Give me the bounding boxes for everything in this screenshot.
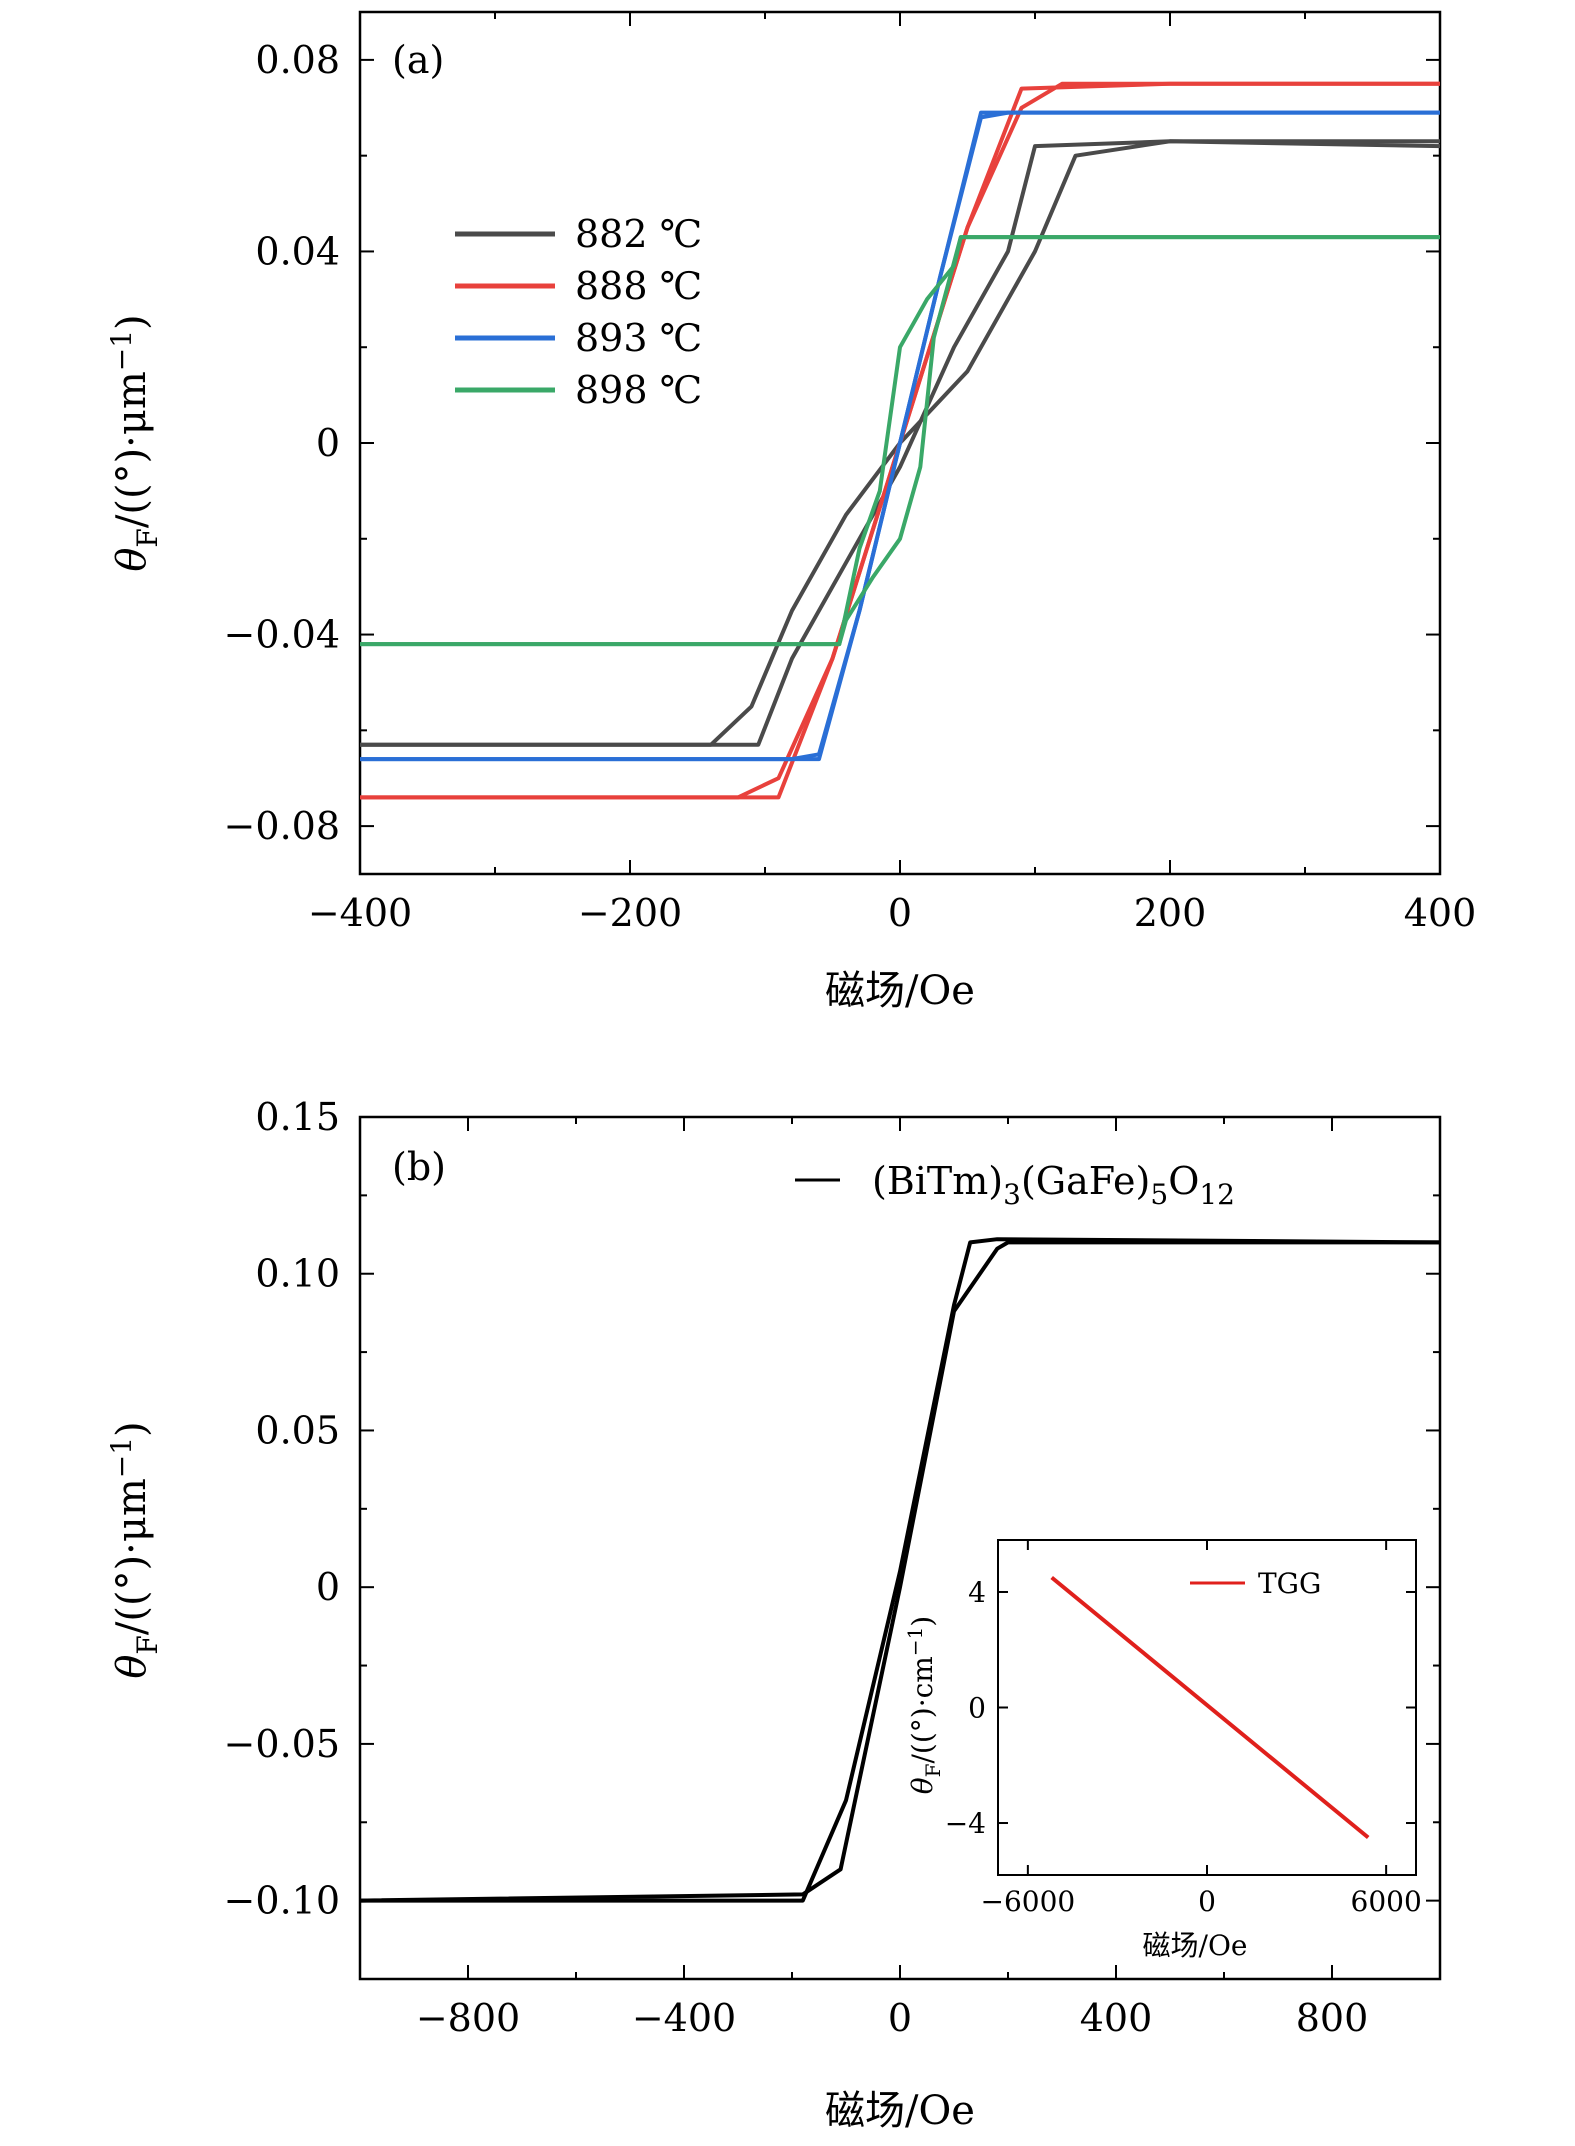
legend-a-label-3: 898 ℃ — [575, 368, 702, 412]
y-tick-label: 0.08 — [255, 38, 340, 82]
y-tick-label: 0.05 — [255, 1408, 340, 1452]
x-tick-label: −200 — [578, 891, 682, 935]
x-tick-label: 0 — [1198, 1885, 1216, 1918]
legend-a-label-0: 882 ℃ — [575, 212, 702, 256]
series-line-0 — [360, 1237, 1441, 1903]
x-tick-label: 800 — [1296, 1996, 1369, 2040]
y-tick-label: 0 — [968, 1692, 986, 1725]
series-line-2 — [360, 110, 1440, 762]
panel-a-series — [360, 81, 1441, 800]
series-line-0 — [1050, 1575, 1370, 1840]
y-tick-label: 0.04 — [255, 229, 340, 273]
inset-xlabel: 磁场/Oe — [1143, 1929, 1248, 1962]
x-tick-label: 400 — [1080, 1996, 1153, 2040]
inset-legend-label: TGG — [1258, 1567, 1321, 1600]
y-tick-label: 0.10 — [255, 1252, 340, 1296]
x-tick-label: 200 — [1134, 891, 1207, 935]
inset-series — [1050, 1575, 1370, 1840]
x-tick-label: 0 — [888, 891, 912, 935]
panel-a-ylabel: θF/((°)·μm−1) — [105, 314, 164, 571]
series-line-0 — [359, 1240, 1440, 1903]
inset-ticks: −6000 0 6000 −4 0 4 — [945, 1540, 1422, 1918]
y-tick-label: −0.04 — [224, 613, 340, 657]
legend-b-label: (BiTm)3(GaFe)5O12 — [872, 1159, 1235, 1211]
panel-a: −400 −200 0 200 400 −0.08 −0.04 0 0.04 0.08 (a) 磁… — [105, 10, 1477, 1014]
inset-ylabel: θF/((°)·cm−1) — [903, 1616, 945, 1795]
y-tick-label: 0 — [316, 1565, 340, 1609]
x-tick-label: 6000 — [1351, 1885, 1422, 1918]
legend-a-label-1: 888 ℃ — [575, 264, 702, 308]
x-tick-label: −800 — [416, 1996, 520, 2040]
panel-a-label: (a) — [392, 38, 444, 82]
panel-a-xlabel: 磁场/Oe — [825, 968, 975, 1014]
panel-a-ticks: −400 −200 0 200 400 −0.08 −0.04 0 0.04 0.08 — [224, 12, 1477, 935]
y-tick-label: 0.15 — [255, 1095, 340, 1139]
y-tick-label: 0 — [316, 421, 340, 465]
x-tick-label: 0 — [888, 1996, 912, 2040]
y-tick-label: −4 — [945, 1807, 986, 1840]
y-tick-label: −0.08 — [224, 804, 340, 848]
y-tick-label: −0.10 — [224, 1879, 340, 1923]
x-tick-label: 400 — [1404, 891, 1477, 935]
x-tick-label: −400 — [632, 1996, 736, 2040]
panel-b-label: (b) — [392, 1145, 446, 1189]
series-line-3 — [360, 235, 1440, 647]
y-tick-label: 4 — [968, 1576, 986, 1609]
y-tick-label: −0.05 — [224, 1722, 340, 1766]
panel-b-legend: (BiTm)3(GaFe)5O12 — [795, 1159, 1235, 1211]
inset-chart: −6000 0 6000 −4 0 4 磁场/Oe θF/((°)·cm−1) TGG — [903, 1539, 1422, 1962]
inset-legend: TGG — [1190, 1567, 1321, 1600]
panel-a-legend: 882 ℃ 888 ℃ 893 ℃ 898 ℃ — [455, 212, 702, 412]
legend-a-label-2: 893 ℃ — [575, 316, 702, 360]
panel-b-series — [359, 1237, 1441, 1903]
x-tick-label: −400 — [308, 891, 412, 935]
panel-b-ylabel: θF/((°)·μm−1) — [105, 1421, 164, 1678]
x-tick-label: −6000 — [980, 1885, 1075, 1918]
panel-b-xlabel: 磁场/Oe — [825, 2088, 975, 2134]
